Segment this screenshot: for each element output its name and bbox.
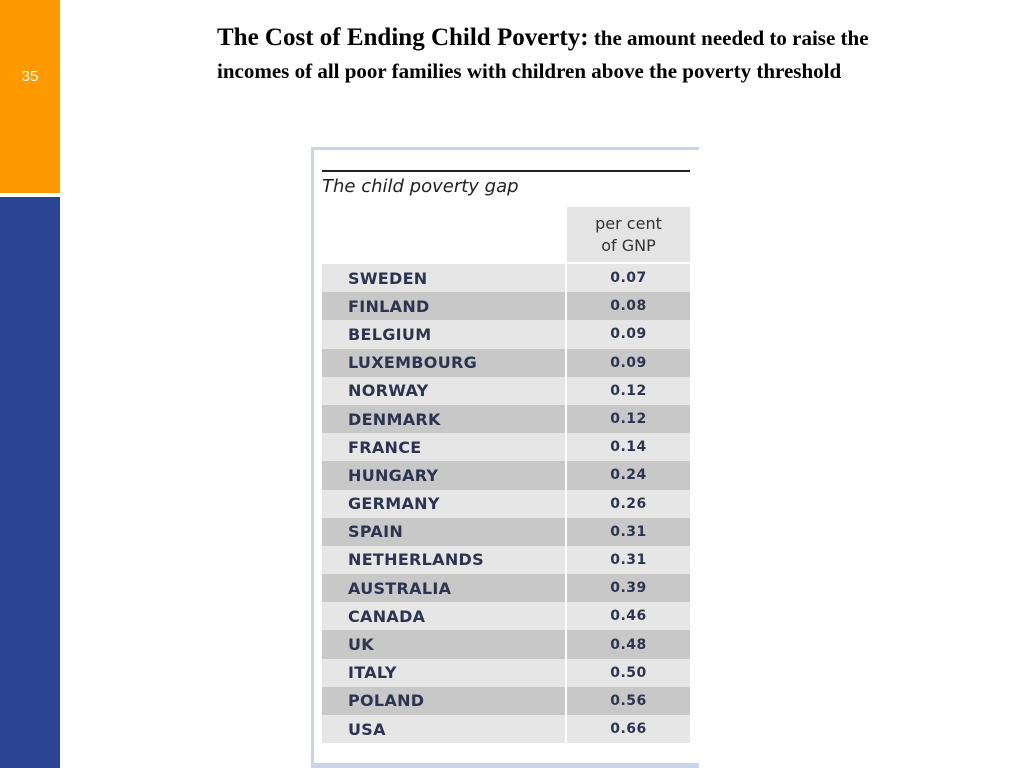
value-cell: 0.12 (565, 376, 690, 405)
country-cell: DENMARK (322, 404, 565, 434)
table-row: ITALY 0.50 (322, 658, 690, 687)
value-cell: 0.39 (565, 574, 690, 603)
value-cell: 0.66 (565, 715, 690, 744)
country-cell: CANADA (322, 602, 565, 631)
table-frame-bottom-border (311, 763, 699, 768)
table-row: CANADA 0.46 (322, 602, 690, 631)
value-cell: 0.46 (565, 602, 690, 631)
country-cell: NETHERLANDS (322, 545, 565, 575)
table-row: USA 0.66 (322, 715, 690, 744)
value-cell: 0.24 (565, 461, 690, 490)
table-row: BELGIUM 0.09 (322, 320, 690, 349)
slide-number: 35 (21, 68, 39, 85)
sidebar-accent-blue (0, 197, 60, 768)
table-row: POLAND 0.56 (322, 686, 690, 715)
table-row: UK 0.48 (322, 630, 690, 659)
country-cell: FINLAND (322, 292, 565, 321)
sidebar-divider (0, 193, 60, 197)
country-cell: USA (322, 715, 565, 744)
table-row: FINLAND 0.08 (322, 292, 690, 321)
table-row: GERMANY 0.26 (322, 489, 690, 518)
country-cell: SWEDEN (322, 264, 565, 293)
country-cell: POLAND (322, 686, 565, 715)
value-cell: 0.14 (565, 433, 690, 462)
country-cell: NORWAY (322, 376, 565, 405)
value-cell: 0.09 (565, 320, 690, 349)
heading-subtitle: the amount needed to raise the incomes o… (217, 26, 869, 83)
table-frame-top-border (311, 147, 699, 150)
table-row: AUSTRALIA 0.39 (322, 574, 690, 603)
table-row: NORWAY 0.12 (322, 376, 690, 405)
value-cell: 0.31 (565, 545, 690, 575)
value-cell: 0.56 (565, 686, 690, 715)
table-row: SWEDEN 0.07 (322, 264, 690, 293)
column-header: per cent of GNP (567, 207, 690, 262)
slide-heading: The Cost of Ending Child Poverty: the am… (217, 22, 907, 89)
value-cell: 0.08 (565, 292, 690, 321)
value-cell: 0.09 (565, 348, 690, 377)
value-cell: 0.07 (565, 264, 690, 293)
country-cell: FRANCE (322, 433, 565, 462)
table-frame-left-border (311, 147, 314, 768)
country-cell: LUXEMBOURG (322, 348, 565, 377)
country-cell: HUNGARY (322, 461, 565, 490)
table-body: SWEDEN 0.07 FINLAND 0.08 BELGIUM 0.09 LUXEM… (322, 264, 690, 744)
table-row: SPAIN 0.31 (322, 517, 690, 546)
value-cell: 0.48 (565, 630, 690, 659)
table-title-rule (322, 170, 690, 172)
country-cell: GERMANY (322, 489, 565, 518)
column-header-line1: per cent (595, 213, 662, 233)
country-cell: ITALY (322, 658, 565, 687)
table-row: HUNGARY 0.24 (322, 461, 690, 490)
table-row: NETHERLANDS 0.31 (322, 545, 690, 575)
country-cell: UK (322, 630, 565, 659)
value-cell: 0.26 (565, 489, 690, 518)
value-cell: 0.31 (565, 517, 690, 546)
table-row: FRANCE 0.14 (322, 433, 690, 462)
table-title: The child poverty gap (322, 176, 519, 197)
country-cell: SPAIN (322, 517, 565, 546)
heading-title: The Cost of Ending Child Poverty: (217, 24, 589, 51)
column-header-line2: of GNP (601, 235, 656, 255)
value-cell: 0.50 (565, 658, 690, 687)
table-row: LUXEMBOURG 0.09 (322, 348, 690, 377)
country-cell: BELGIUM (322, 320, 565, 349)
value-cell: 0.12 (565, 404, 690, 434)
country-cell: AUSTRALIA (322, 574, 565, 603)
table-row: DENMARK 0.12 (322, 404, 690, 434)
sidebar-accent-orange (0, 0, 60, 193)
